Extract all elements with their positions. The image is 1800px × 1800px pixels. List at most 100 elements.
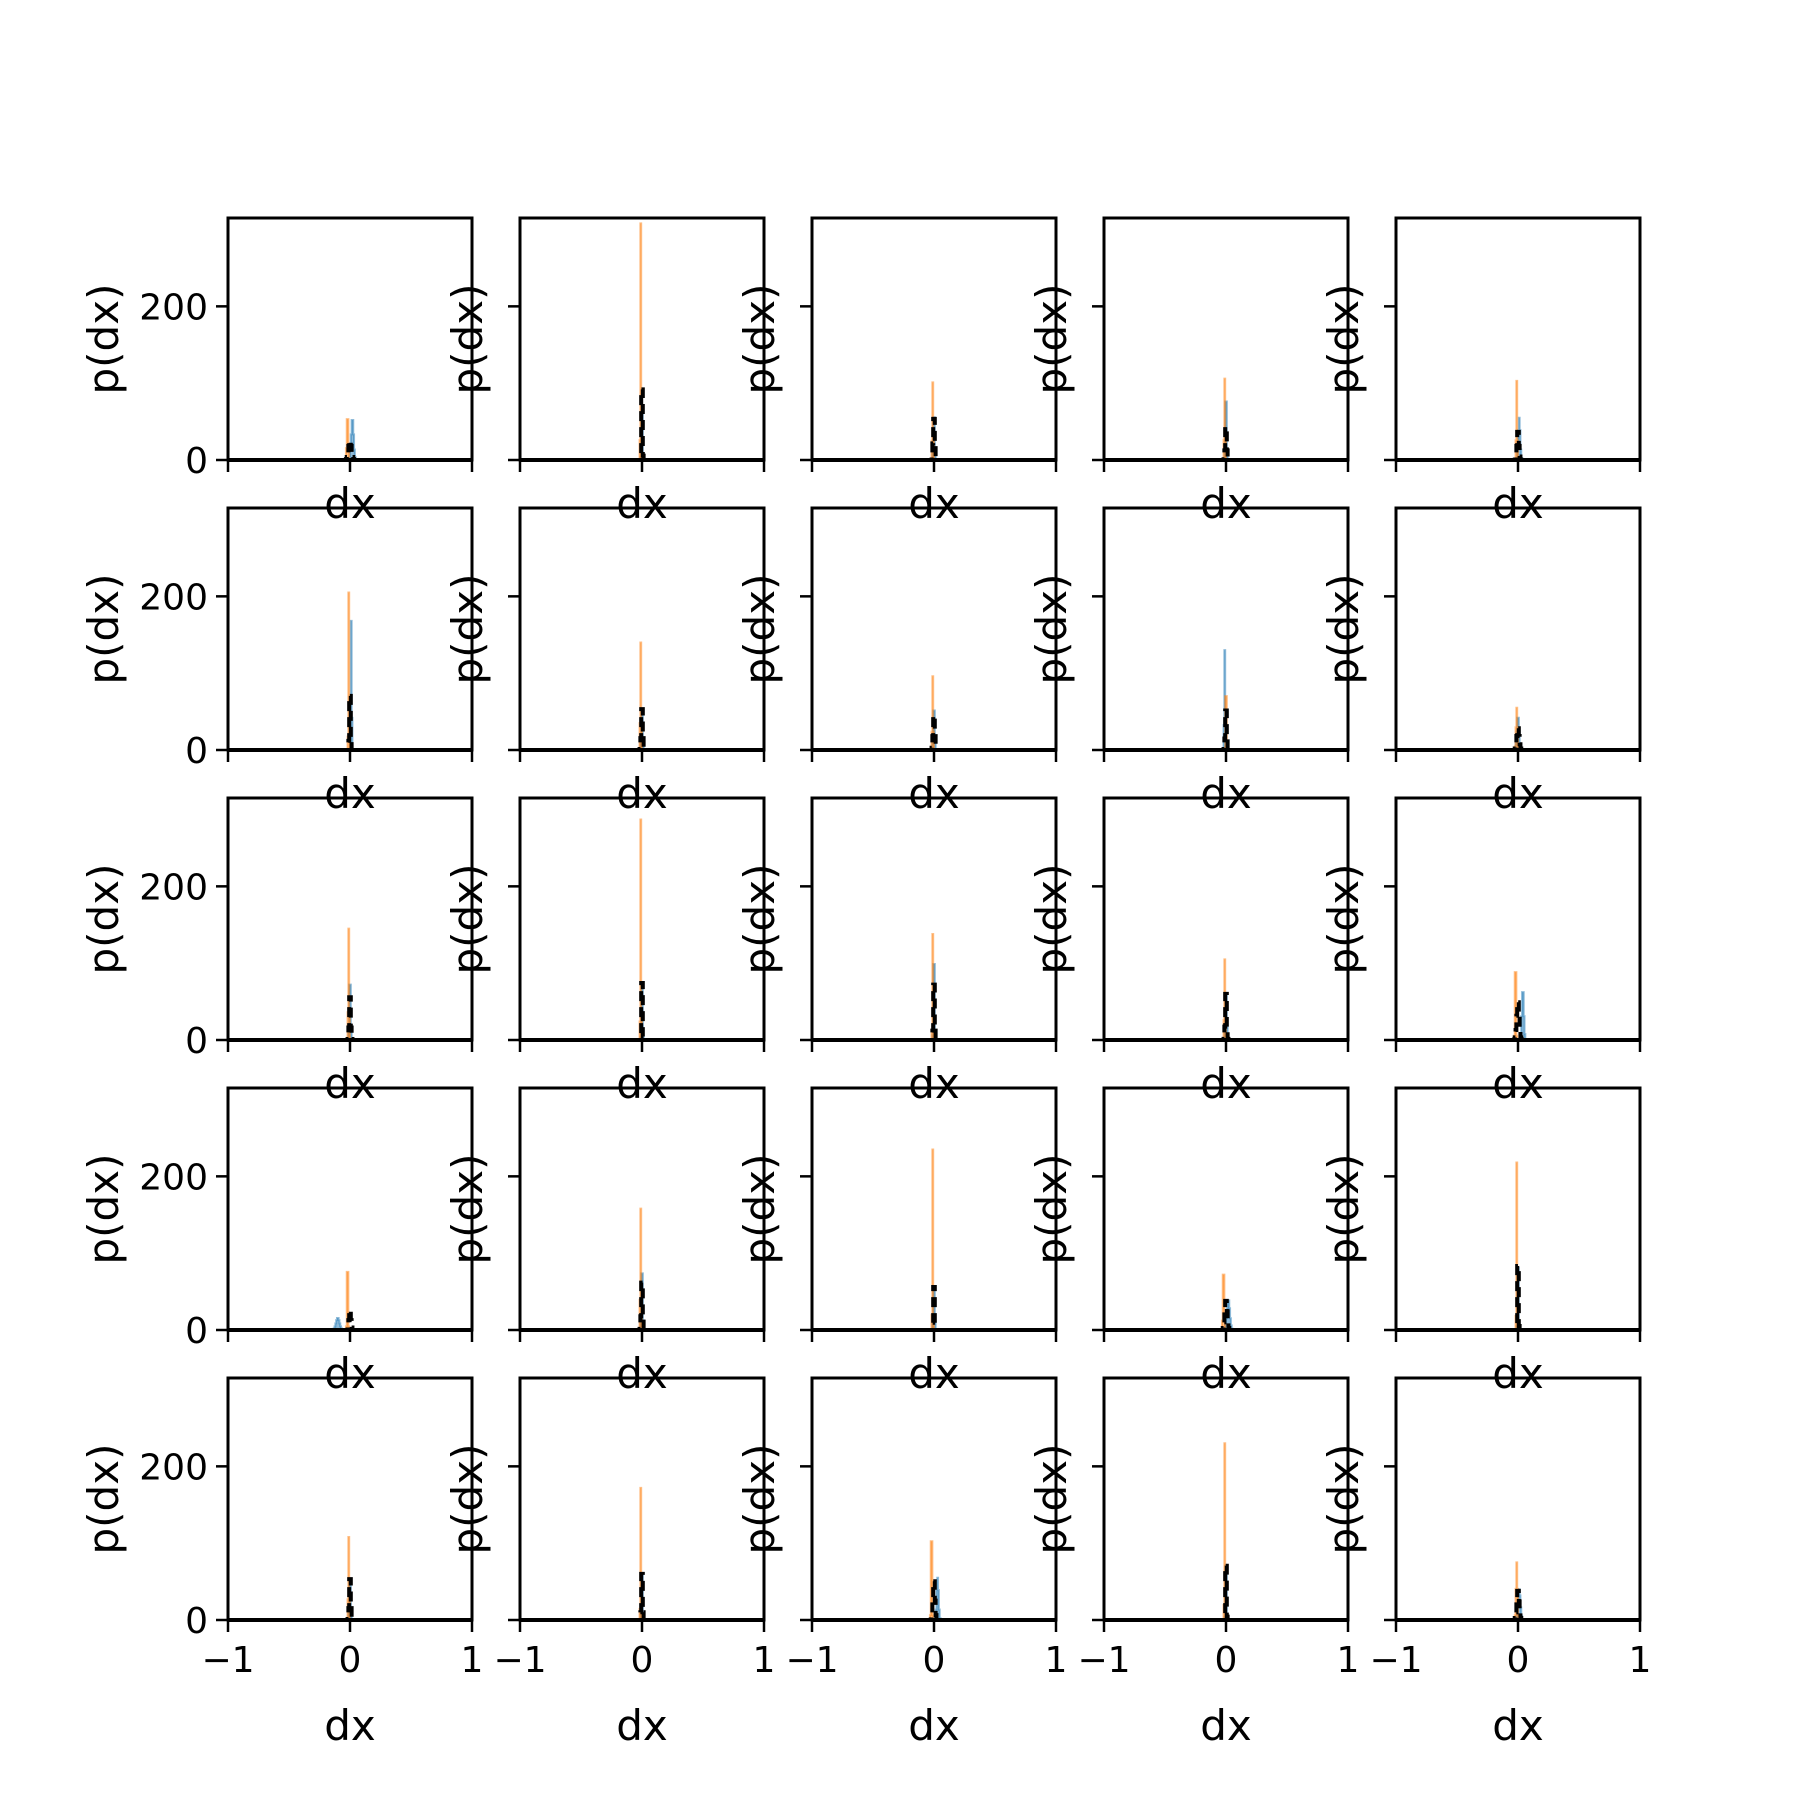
y-axis-label: p(dx) xyxy=(443,574,492,685)
y-tick-label: 0 xyxy=(185,1311,208,1352)
x-tick-label: 0 xyxy=(923,1640,946,1681)
x-axis-label: dx xyxy=(616,479,668,528)
x-axis-label: dx xyxy=(324,769,376,818)
subplot-3-4: dx p(dx) xyxy=(1027,796,1350,1108)
subplot-1-5: dx p(dx) xyxy=(1319,216,1642,528)
x-tick-label: −1 xyxy=(785,1640,838,1681)
subplot-2-3: dx p(dx) xyxy=(735,506,1058,818)
x-tick-label: 1 xyxy=(1337,1640,1360,1681)
subplot-5-2: −1 0 1 dx p(dx) xyxy=(443,1376,776,1750)
series-dashed-line xyxy=(1104,991,1348,1042)
y-axis-label: p(dx) xyxy=(443,1154,492,1265)
x-tick-label: 1 xyxy=(1629,1640,1652,1681)
series-dashed-line xyxy=(228,1308,472,1332)
x-tick-label: 1 xyxy=(1045,1640,1068,1681)
y-axis-label: p(dx) xyxy=(735,1444,784,1555)
x-axis-label: dx xyxy=(908,1349,960,1398)
x-tick-label: 0 xyxy=(339,1640,362,1681)
series-orange-hist xyxy=(520,818,764,1041)
x-axis-label: dx xyxy=(616,1059,668,1108)
x-tick-label: 1 xyxy=(753,1640,776,1681)
x-axis-label: dx xyxy=(908,1059,960,1108)
x-axis-label: dx xyxy=(1200,1349,1252,1398)
x-axis-label: dx xyxy=(1492,479,1544,528)
y-axis-label: p(dx) xyxy=(1027,1154,1076,1265)
y-axis-label: p(dx) xyxy=(79,1444,128,1555)
x-axis-label: dx xyxy=(616,1701,668,1750)
y-axis-label: p(dx) xyxy=(79,864,128,975)
y-axis-label: p(dx) xyxy=(443,1444,492,1555)
x-tick-label: −1 xyxy=(201,1640,254,1681)
series-dashed-line xyxy=(1104,708,1348,752)
subplot-3-2: dx p(dx) xyxy=(443,796,766,1108)
y-axis-label: p(dx) xyxy=(79,284,128,395)
y-tick-label: 200 xyxy=(139,287,208,328)
x-axis-label: dx xyxy=(1492,1349,1544,1398)
y-axis-label: p(dx) xyxy=(1319,284,1368,395)
y-axis-label: p(dx) xyxy=(443,864,492,975)
x-axis-label: dx xyxy=(324,1349,376,1398)
series-dashed-line xyxy=(228,693,472,752)
y-axis-label: p(dx) xyxy=(735,864,784,975)
x-tick-label: 1 xyxy=(461,1640,484,1681)
x-tick-label: 0 xyxy=(1507,1640,1530,1681)
series-dashed-line xyxy=(520,707,764,752)
subplot-5-4: −1 0 1 dx p(dx) xyxy=(1027,1376,1360,1750)
subplot-1-3: dx p(dx) xyxy=(735,216,1058,528)
y-axis-label: p(dx) xyxy=(735,1154,784,1265)
y-axis-label: p(dx) xyxy=(735,574,784,685)
y-axis-label: p(dx) xyxy=(1027,864,1076,975)
x-axis-label: dx xyxy=(1200,769,1252,818)
subplot-4-4: dx p(dx) xyxy=(1027,1086,1350,1398)
subplot-1-1: 0 200 dx p(dx) xyxy=(79,216,474,528)
y-axis-label: p(dx) xyxy=(1319,864,1368,975)
x-axis-label: dx xyxy=(324,479,376,528)
y-axis-label: p(dx) xyxy=(1319,1154,1368,1265)
x-tick-label: −1 xyxy=(1369,1640,1422,1681)
y-tick-label: 0 xyxy=(185,731,208,772)
series-dashed-line xyxy=(812,1579,1056,1622)
subplot-1-4: dx p(dx) xyxy=(1027,216,1350,528)
x-axis-label: dx xyxy=(324,1059,376,1108)
x-axis-label: dx xyxy=(1200,1701,1252,1750)
subplot-2-2: dx p(dx) xyxy=(443,506,766,818)
x-axis-label: dx xyxy=(1200,479,1252,528)
series-dashed-line xyxy=(1104,1563,1348,1622)
subplot-5-5: −1 0 1 dx p(dx) xyxy=(1319,1376,1652,1750)
subplot-2-1: 0 200 dx p(dx) xyxy=(79,506,474,818)
x-tick-label: −1 xyxy=(1077,1640,1130,1681)
y-axis-label: p(dx) xyxy=(443,284,492,395)
x-axis-label: dx xyxy=(908,769,960,818)
y-tick-label: 200 xyxy=(139,867,208,908)
y-axis-label: p(dx) xyxy=(79,574,128,685)
y-axis-label: p(dx) xyxy=(1027,574,1076,685)
axes-frame xyxy=(1102,1086,1350,1332)
y-tick-label: 0 xyxy=(185,1601,208,1642)
x-tick-label: 0 xyxy=(1215,1640,1238,1681)
y-tick-label: 200 xyxy=(139,577,208,618)
y-tick-label: 200 xyxy=(139,1157,208,1198)
x-tick-label: −1 xyxy=(493,1640,546,1681)
series-dashed-line xyxy=(1396,1263,1640,1332)
subplot-4-3: dx p(dx) xyxy=(735,1086,1058,1398)
y-tick-label: 0 xyxy=(185,1021,208,1062)
y-axis-label: p(dx) xyxy=(1027,1444,1076,1555)
y-axis-label: p(dx) xyxy=(79,1154,128,1265)
x-axis-label: dx xyxy=(908,479,960,528)
x-axis-label: dx xyxy=(908,1701,960,1750)
x-axis-label: dx xyxy=(1492,769,1544,818)
subplot-4-1: 0 200 dx p(dx) xyxy=(79,1086,474,1398)
series-dashed-line xyxy=(1396,1000,1640,1042)
y-axis-label: p(dx) xyxy=(1319,574,1368,685)
subplot-4-5: dx p(dx) xyxy=(1319,1086,1642,1398)
x-axis-label: dx xyxy=(616,769,668,818)
y-tick-label: 0 xyxy=(185,441,208,482)
series-dashed-line xyxy=(520,1571,764,1622)
x-axis-label: dx xyxy=(1492,1701,1544,1750)
x-axis-label: dx xyxy=(1492,1059,1544,1108)
x-axis-label: dx xyxy=(324,1701,376,1750)
x-tick-label: 0 xyxy=(631,1640,654,1681)
series-dashed-line xyxy=(812,982,1056,1042)
axes-frame xyxy=(226,1086,474,1332)
